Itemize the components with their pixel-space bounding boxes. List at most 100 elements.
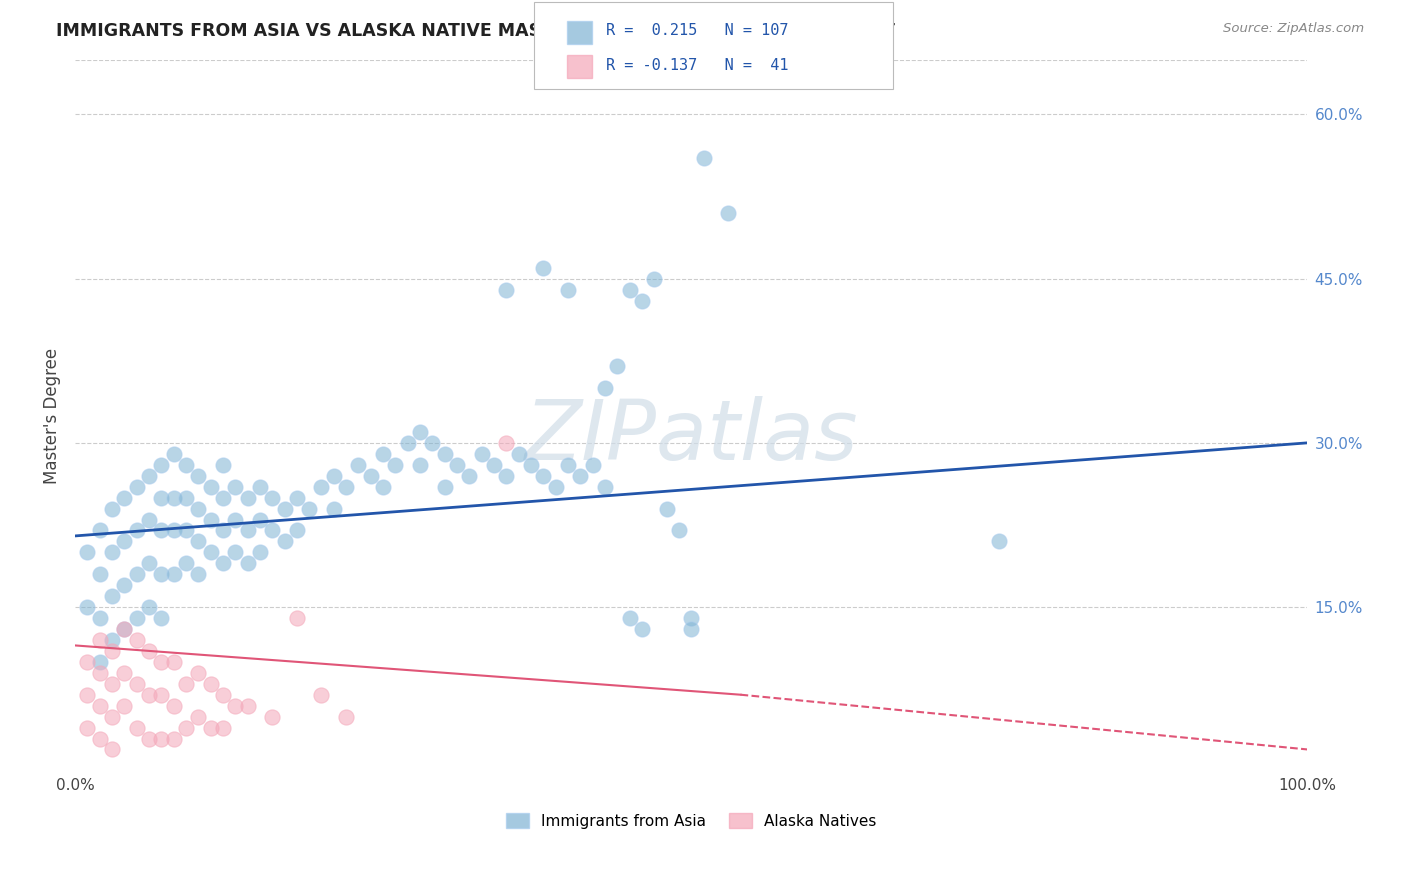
Point xyxy=(249,480,271,494)
Point xyxy=(236,557,259,571)
Point xyxy=(76,721,98,735)
Point xyxy=(162,491,184,505)
Point xyxy=(125,480,148,494)
Point xyxy=(162,524,184,538)
Point xyxy=(138,731,160,746)
Point xyxy=(112,534,135,549)
Point xyxy=(212,557,235,571)
Point xyxy=(681,622,703,636)
Point xyxy=(76,655,98,669)
Point xyxy=(581,458,603,472)
Point xyxy=(200,545,222,559)
Point xyxy=(150,458,173,472)
Point xyxy=(619,611,641,625)
Point xyxy=(262,709,284,723)
Point xyxy=(187,501,209,516)
Point xyxy=(681,611,703,625)
Point xyxy=(335,709,357,723)
Text: IMMIGRANTS FROM ASIA VS ALASKA NATIVE MASTER'S DEGREE CORRELATION CHART: IMMIGRANTS FROM ASIA VS ALASKA NATIVE MA… xyxy=(56,22,896,40)
Point xyxy=(125,524,148,538)
Point xyxy=(112,578,135,592)
Point xyxy=(593,381,616,395)
Point xyxy=(150,491,173,505)
Point xyxy=(138,600,160,615)
Point xyxy=(125,721,148,735)
Point xyxy=(631,622,654,636)
Point xyxy=(138,688,160,702)
Point xyxy=(262,491,284,505)
Point xyxy=(101,632,124,647)
Point xyxy=(150,611,173,625)
Point xyxy=(162,698,184,713)
Point xyxy=(138,557,160,571)
Point xyxy=(112,665,135,680)
Point xyxy=(495,468,517,483)
Point xyxy=(212,491,235,505)
Point xyxy=(101,677,124,691)
Point xyxy=(162,567,184,582)
Point xyxy=(520,458,543,472)
Point xyxy=(619,283,641,297)
Point xyxy=(112,698,135,713)
Point xyxy=(138,468,160,483)
Point xyxy=(433,480,456,494)
Point xyxy=(531,260,554,275)
Point xyxy=(76,545,98,559)
Point xyxy=(162,731,184,746)
Point xyxy=(446,458,468,472)
Point xyxy=(89,665,111,680)
Point xyxy=(224,480,246,494)
Point xyxy=(544,480,567,494)
Point xyxy=(655,501,678,516)
Point xyxy=(224,698,246,713)
Y-axis label: Master's Degree: Master's Degree xyxy=(44,347,60,483)
Point xyxy=(285,524,308,538)
Point xyxy=(162,655,184,669)
Point xyxy=(212,721,235,735)
Point xyxy=(717,206,740,220)
Point xyxy=(174,491,197,505)
Point xyxy=(101,742,124,756)
Point xyxy=(174,524,197,538)
Point xyxy=(89,524,111,538)
Point xyxy=(212,524,235,538)
Point xyxy=(606,359,628,374)
Point xyxy=(200,721,222,735)
Point xyxy=(101,545,124,559)
Text: ZIPatlas: ZIPatlas xyxy=(524,396,858,477)
Point xyxy=(236,491,259,505)
Text: Source: ZipAtlas.com: Source: ZipAtlas.com xyxy=(1223,22,1364,36)
Text: R = -0.137   N =  41: R = -0.137 N = 41 xyxy=(606,58,789,73)
Legend: Immigrants from Asia, Alaska Natives: Immigrants from Asia, Alaska Natives xyxy=(499,806,883,835)
Point xyxy=(174,458,197,472)
Point xyxy=(236,698,259,713)
Point xyxy=(112,622,135,636)
Point xyxy=(396,435,419,450)
Point xyxy=(422,435,444,450)
Point xyxy=(89,567,111,582)
Point xyxy=(138,512,160,526)
Point xyxy=(311,688,333,702)
Point xyxy=(150,567,173,582)
Point xyxy=(322,468,344,483)
Point xyxy=(89,655,111,669)
Point xyxy=(557,458,579,472)
Point xyxy=(101,709,124,723)
Point xyxy=(174,677,197,691)
Point xyxy=(273,534,295,549)
Point xyxy=(557,283,579,297)
Point xyxy=(187,534,209,549)
Point xyxy=(433,447,456,461)
Point xyxy=(360,468,382,483)
Point xyxy=(212,688,235,702)
Point xyxy=(409,425,432,439)
Point xyxy=(249,512,271,526)
Point xyxy=(471,447,494,461)
Point xyxy=(187,567,209,582)
Point xyxy=(371,447,394,461)
Point xyxy=(76,688,98,702)
Point xyxy=(495,435,517,450)
Point xyxy=(150,688,173,702)
Point xyxy=(224,545,246,559)
Point xyxy=(200,677,222,691)
